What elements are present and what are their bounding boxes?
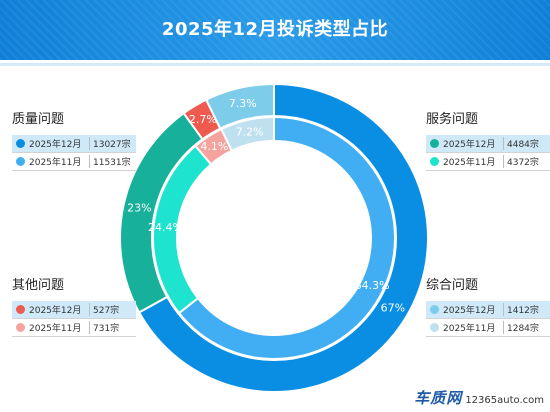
legend-quality: 质量问题 2025年12月 13027宗 2025年11月 11531宗 <box>12 112 136 171</box>
legend-date: 2025年11月 <box>443 324 496 334</box>
legend-service: 服务问题 2025年12月 4484宗 2025年11月 4372宗 <box>426 112 550 171</box>
inner-slice-3 <box>220 115 275 153</box>
legend-dot-icon <box>16 157 25 166</box>
legend-separator <box>503 321 504 334</box>
legend-value: 11531宗 <box>93 158 131 168</box>
title-banner <box>0 0 550 60</box>
legend-general-row-dec: 2025年12月 1412宗 <box>426 301 550 319</box>
legend-date: 2025年12月 <box>29 140 82 150</box>
inner-slice-label-2: 4.1% <box>200 140 228 153</box>
legend-date: 2025年11月 <box>29 158 82 168</box>
legend-date: 2025年12月 <box>29 306 82 316</box>
outer-slice-label-3: 7.3% <box>229 97 257 110</box>
legend-service-row-nov: 2025年11月 4372宗 <box>426 153 550 171</box>
legend-separator <box>503 155 504 168</box>
legend-date: 2025年12月 <box>443 306 496 316</box>
header-divider <box>0 63 550 66</box>
legend-other: 其他问题 2025年12月 527宗 2025年11月 731宗 <box>12 278 136 337</box>
legend-separator <box>89 155 90 168</box>
legend-dot-icon <box>430 157 439 166</box>
legend-value: 1284宗 <box>507 324 539 334</box>
legend-service-row-dec: 2025年12月 4484宗 <box>426 135 550 153</box>
inner-slice-label-1: 24.4% <box>148 221 183 234</box>
legend-separator <box>89 321 90 334</box>
legend-quality-row-nov: 2025年11月 11531宗 <box>12 153 136 171</box>
legend-general-row-nov: 2025年11月 1284宗 <box>426 319 550 337</box>
legend-dot-icon <box>16 323 25 332</box>
legend-date: 2025年11月 <box>443 158 496 168</box>
outer-slice-label-2: 2.7% <box>189 113 217 126</box>
legend-separator <box>89 303 90 316</box>
legend-other-title: 其他问题 <box>12 278 65 293</box>
outer-slice-label-0: 67% <box>381 302 405 315</box>
legend-dot-icon <box>430 139 439 148</box>
outer-slice-label-1: 23% <box>127 201 151 214</box>
legend-separator <box>503 303 504 316</box>
legend-value: 527宗 <box>93 306 120 316</box>
legend-value: 13027宗 <box>93 140 131 150</box>
legend-quality-title: 质量问题 <box>12 112 65 127</box>
legend-other-row-nov: 2025年11月 731宗 <box>12 319 136 337</box>
inner-slice-label-0: 64.3% <box>355 279 390 292</box>
legend-value: 731宗 <box>93 324 120 334</box>
legend-value: 4484宗 <box>507 140 539 150</box>
legend-dot-icon <box>430 305 439 314</box>
legend-value: 4372宗 <box>507 158 539 168</box>
legend-date: 2025年12月 <box>443 140 496 150</box>
inner-slice-0 <box>177 115 396 360</box>
legend-separator <box>89 137 90 150</box>
legend-dot-icon <box>16 305 25 314</box>
legend-general: 综合问题 2025年12月 1412宗 2025年11月 1284宗 <box>426 278 550 337</box>
legend-other-row-dec: 2025年12月 527宗 <box>12 301 136 319</box>
inner-slice-label-3: 7.2% <box>236 125 264 138</box>
chart-title: 2025年12月投诉类型占比 <box>161 19 389 40</box>
legend-quality-row-dec: 2025年12月 13027宗 <box>12 135 136 153</box>
legend-dot-icon <box>430 323 439 332</box>
legend-value: 1412宗 <box>507 306 539 316</box>
watermark: 车质网 12365auto.com <box>414 387 544 408</box>
legend-date: 2025年11月 <box>29 324 82 334</box>
legend-general-title: 综合问题 <box>426 278 479 293</box>
legend-separator <box>503 137 504 150</box>
watermark-logo: 车质网 <box>414 389 463 407</box>
legend-dot-icon <box>16 139 25 148</box>
legend-service-title: 服务问题 <box>426 112 479 127</box>
watermark-url: 12365auto.com <box>465 395 544 406</box>
